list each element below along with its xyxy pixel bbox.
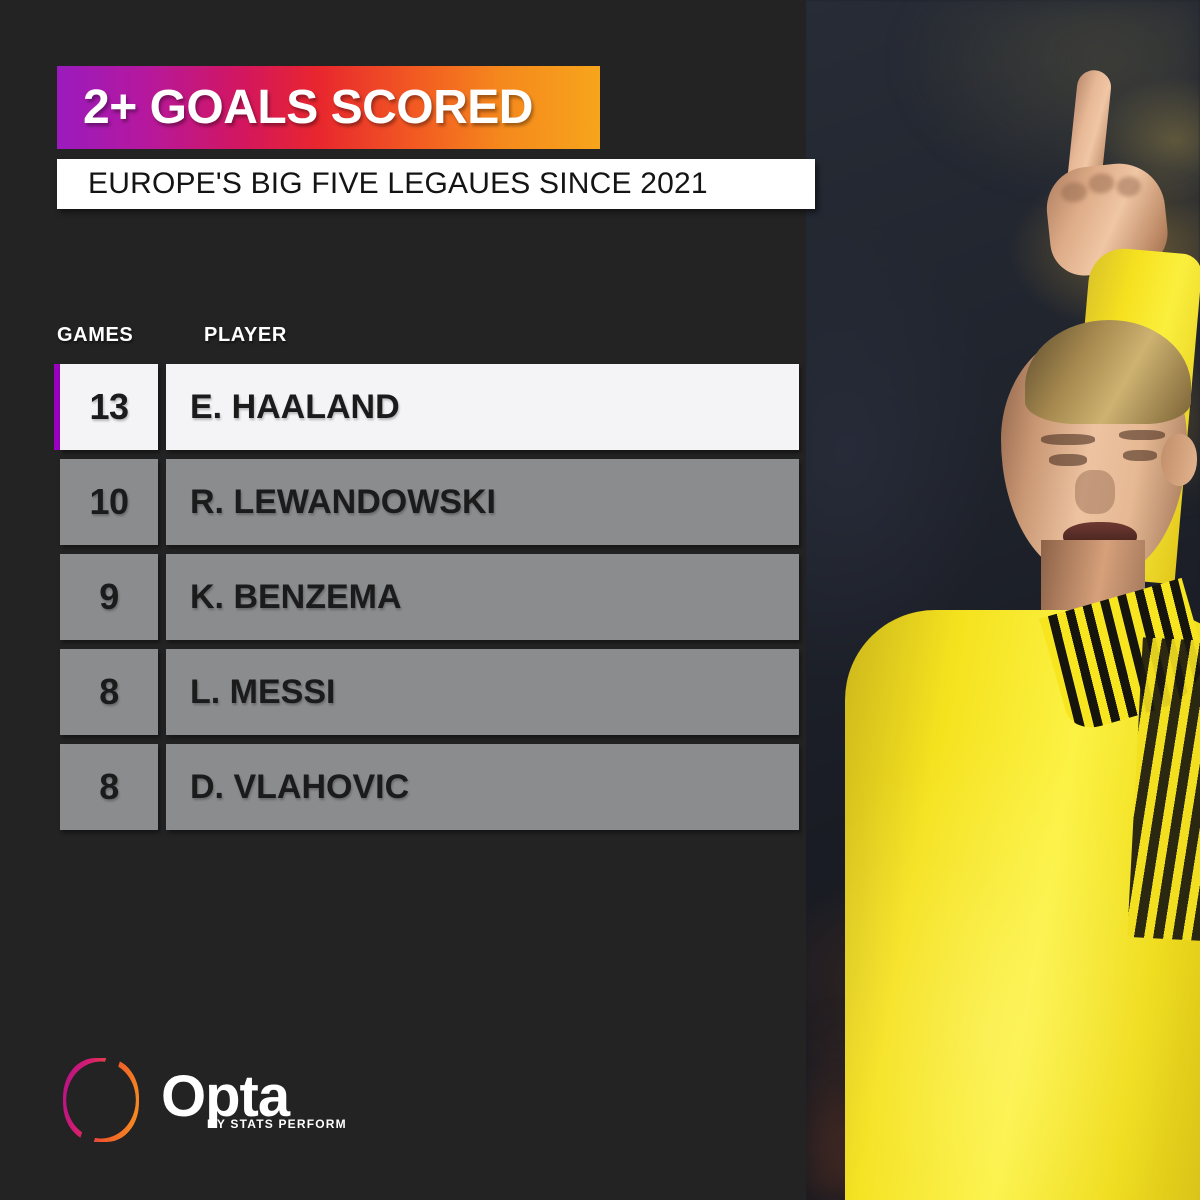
table-row[interactable]: 8 L. MESSI [57,649,799,735]
games-value: 13 [89,386,129,427]
games-value: 8 [99,766,119,807]
content-panel: 2+ GOALS SCORED EUROPE'S BIG FIVE LEGAUE… [54,66,815,1148]
opta-logo-icon [63,1052,139,1148]
table-row[interactable]: 10 R. LEWANDOWSKI [57,459,799,545]
table-header: GAMES PLAYER [57,324,799,364]
player-hair [1025,320,1191,424]
column-header-games: GAMES [57,324,134,346]
cell-games: 8 [60,649,158,735]
opta-wordmark-text: Opta [161,1064,290,1130]
cell-games: 10 [60,459,158,545]
opta-logo: Opta BY STATS PERFORM [63,1052,347,1148]
cell-games: 9 [60,554,158,640]
cell-player: D. VLAHOVIC [166,744,799,830]
player-photo: BVB 09 ★ ❮ 1&1 [805,0,1200,1200]
cell-games: 8 [60,744,158,830]
opta-wordmark: Opta BY STATS PERFORM [161,1064,347,1131]
cell-games: 13 [60,364,158,450]
player-name: E. HAALAND [190,387,400,426]
table-row[interactable]: 13 E. HAALAND [54,364,799,450]
games-value: 10 [89,481,129,522]
cell-player: K. BENZEMA [166,554,799,640]
cell-player: L. MESSI [166,649,799,735]
opta-tagline: BY STATS PERFORM [207,1116,347,1131]
raised-hand [1042,68,1180,279]
column-header-player: PLAYER [204,324,287,346]
player-name: R. LEWANDOWSKI [190,482,496,521]
player-name: K. BENZEMA [190,577,402,616]
player-ear [1161,434,1197,486]
table-row[interactable]: 9 K. BENZEMA [57,554,799,640]
stats-table: GAMES PLAYER 13 E. HAALAND 10 R. LEWANDO… [54,324,799,839]
player-name: L. MESSI [190,672,336,711]
cell-player: E. HAALAND [166,364,799,450]
games-value: 9 [99,576,119,617]
player-head [1001,320,1197,578]
subtitle-bar: EUROPE'S BIG FIVE LEGAUES SINCE 2021 [57,159,815,209]
cell-player: R. LEWANDOWSKI [166,459,799,545]
player-name: D. VLAHOVIC [190,767,410,806]
title-banner: 2+ GOALS SCORED [57,66,600,149]
page-title: 2+ GOALS SCORED [83,81,533,134]
table-row[interactable]: 8 D. VLAHOVIC [57,744,799,830]
games-value: 8 [99,671,119,712]
page-subtitle: EUROPE'S BIG FIVE LEGAUES SINCE 2021 [88,167,708,200]
